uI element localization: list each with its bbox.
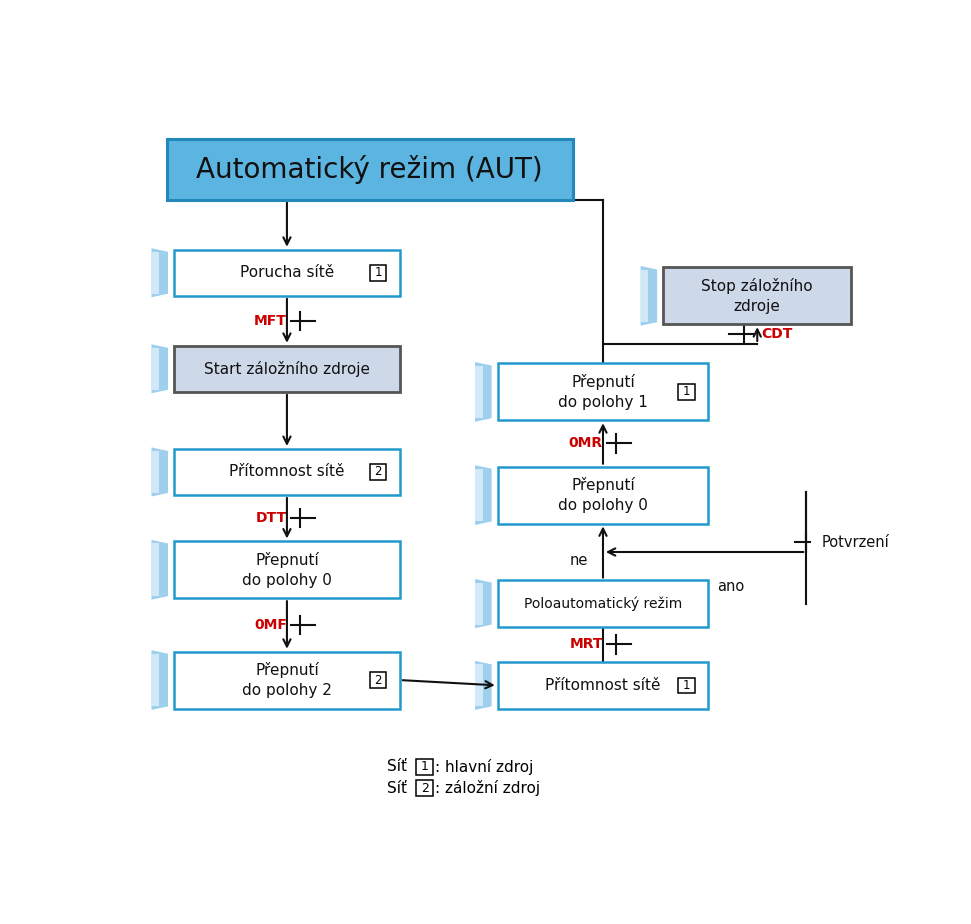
Polygon shape	[151, 251, 159, 294]
Text: 2: 2	[374, 466, 382, 479]
Polygon shape	[475, 366, 483, 419]
Text: Automatický režim (AUT): Automatický režim (AUT)	[196, 155, 543, 184]
Text: Přítomnost sítě: Přítomnost sítě	[229, 465, 345, 480]
Bar	[498, 363, 709, 420]
Text: MFT: MFT	[254, 314, 287, 328]
Text: ne: ne	[570, 553, 588, 568]
Bar	[174, 651, 400, 709]
Polygon shape	[475, 661, 491, 710]
Bar	[174, 541, 400, 598]
Bar	[174, 449, 400, 495]
Text: 2: 2	[420, 782, 428, 795]
Polygon shape	[475, 362, 491, 421]
Text: 0MF: 0MF	[254, 618, 287, 632]
Bar	[370, 464, 386, 480]
Bar	[663, 267, 852, 324]
Text: Přepnutí
do polohy 0: Přepnutí do polohy 0	[242, 552, 332, 588]
Bar	[417, 781, 433, 796]
Polygon shape	[475, 468, 483, 521]
Text: Porucha sítě: Porucha sítě	[240, 265, 334, 280]
Polygon shape	[151, 347, 159, 390]
Polygon shape	[151, 249, 168, 298]
Text: 1: 1	[683, 679, 690, 692]
Polygon shape	[151, 650, 168, 710]
Bar	[678, 384, 695, 400]
Text: Potvrzení: Potvrzení	[821, 535, 889, 550]
Bar	[174, 249, 400, 296]
Text: DTT: DTT	[255, 511, 287, 525]
Bar	[498, 467, 709, 524]
Text: : záložní zdroj: : záložní zdroj	[435, 780, 540, 796]
Bar	[370, 673, 386, 687]
Polygon shape	[151, 654, 159, 706]
Text: MRT: MRT	[569, 638, 603, 651]
Text: 2: 2	[374, 674, 382, 687]
Text: 1: 1	[683, 385, 690, 398]
Text: 0MR: 0MR	[569, 436, 603, 451]
Text: Přepnutí
do polohy 1: Přepnutí do polohy 1	[558, 374, 648, 410]
Text: Poloautomatický režim: Poloautomatický režim	[524, 596, 682, 611]
Polygon shape	[475, 579, 491, 628]
Polygon shape	[475, 664, 483, 706]
Text: 1: 1	[420, 760, 428, 773]
Bar	[498, 580, 709, 626]
Polygon shape	[475, 465, 491, 525]
Polygon shape	[151, 451, 159, 492]
Bar	[417, 759, 433, 774]
Polygon shape	[151, 447, 168, 496]
Text: Stop záložního
zdroje: Stop záložního zdroje	[701, 278, 813, 314]
Text: Přepnutí
do polohy 2: Přepnutí do polohy 2	[242, 663, 332, 698]
Text: Přítomnost sítě: Přítomnost sítě	[546, 678, 660, 693]
Bar	[370, 265, 386, 281]
Polygon shape	[641, 266, 657, 326]
Bar	[174, 346, 400, 392]
Polygon shape	[151, 543, 159, 596]
Text: Start záložního zdroje: Start záložního zdroje	[204, 360, 370, 377]
Text: Síť: Síť	[387, 781, 408, 796]
Text: 1: 1	[374, 266, 382, 279]
Polygon shape	[475, 583, 483, 625]
Polygon shape	[151, 345, 168, 394]
Polygon shape	[641, 270, 648, 322]
Text: ano: ano	[718, 578, 745, 593]
Bar	[167, 140, 573, 200]
Text: : hlavní zdroj: : hlavní zdroj	[435, 759, 533, 775]
Bar	[498, 663, 709, 709]
Text: Přepnutí
do polohy 0: Přepnutí do polohy 0	[558, 477, 648, 513]
Text: CDT: CDT	[761, 327, 792, 341]
Text: Síť: Síť	[387, 760, 408, 774]
Polygon shape	[151, 540, 168, 600]
Bar	[678, 677, 695, 693]
